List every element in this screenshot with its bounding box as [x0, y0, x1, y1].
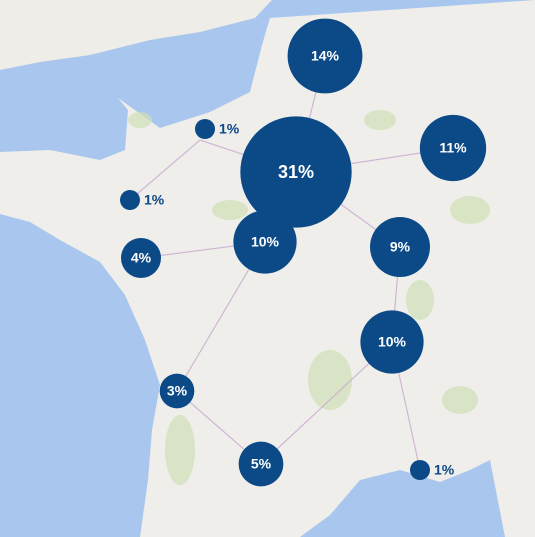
- bubble-label: 9%: [390, 239, 411, 255]
- bubble: [370, 217, 430, 277]
- bubble: [238, 441, 284, 487]
- bubble: [287, 18, 363, 94]
- bubble-label: 10%: [378, 334, 407, 350]
- bubble-label: 14%: [311, 48, 340, 64]
- bubble-label: 5%: [251, 456, 272, 472]
- bubble-label: 1%: [434, 462, 455, 478]
- bubble-label: 1%: [219, 121, 240, 137]
- bubble: [195, 119, 215, 139]
- bubble: [410, 460, 430, 480]
- bubble: [419, 114, 487, 182]
- bubble: [233, 210, 297, 274]
- bubble-label: 31%: [278, 162, 314, 182]
- bubble-label: 3%: [167, 383, 188, 399]
- bubble-label: 11%: [439, 140, 467, 156]
- bubble: [120, 190, 140, 210]
- forest: [128, 110, 490, 485]
- bubble: [240, 116, 352, 228]
- bubble-label: 4%: [131, 250, 152, 266]
- land-uk: [0, 0, 272, 70]
- bubble: [360, 310, 424, 374]
- bubble-label: 10%: [251, 234, 280, 250]
- bubble: [121, 238, 161, 278]
- bubble-label: 1%: [144, 192, 165, 208]
- bubble: [159, 373, 195, 409]
